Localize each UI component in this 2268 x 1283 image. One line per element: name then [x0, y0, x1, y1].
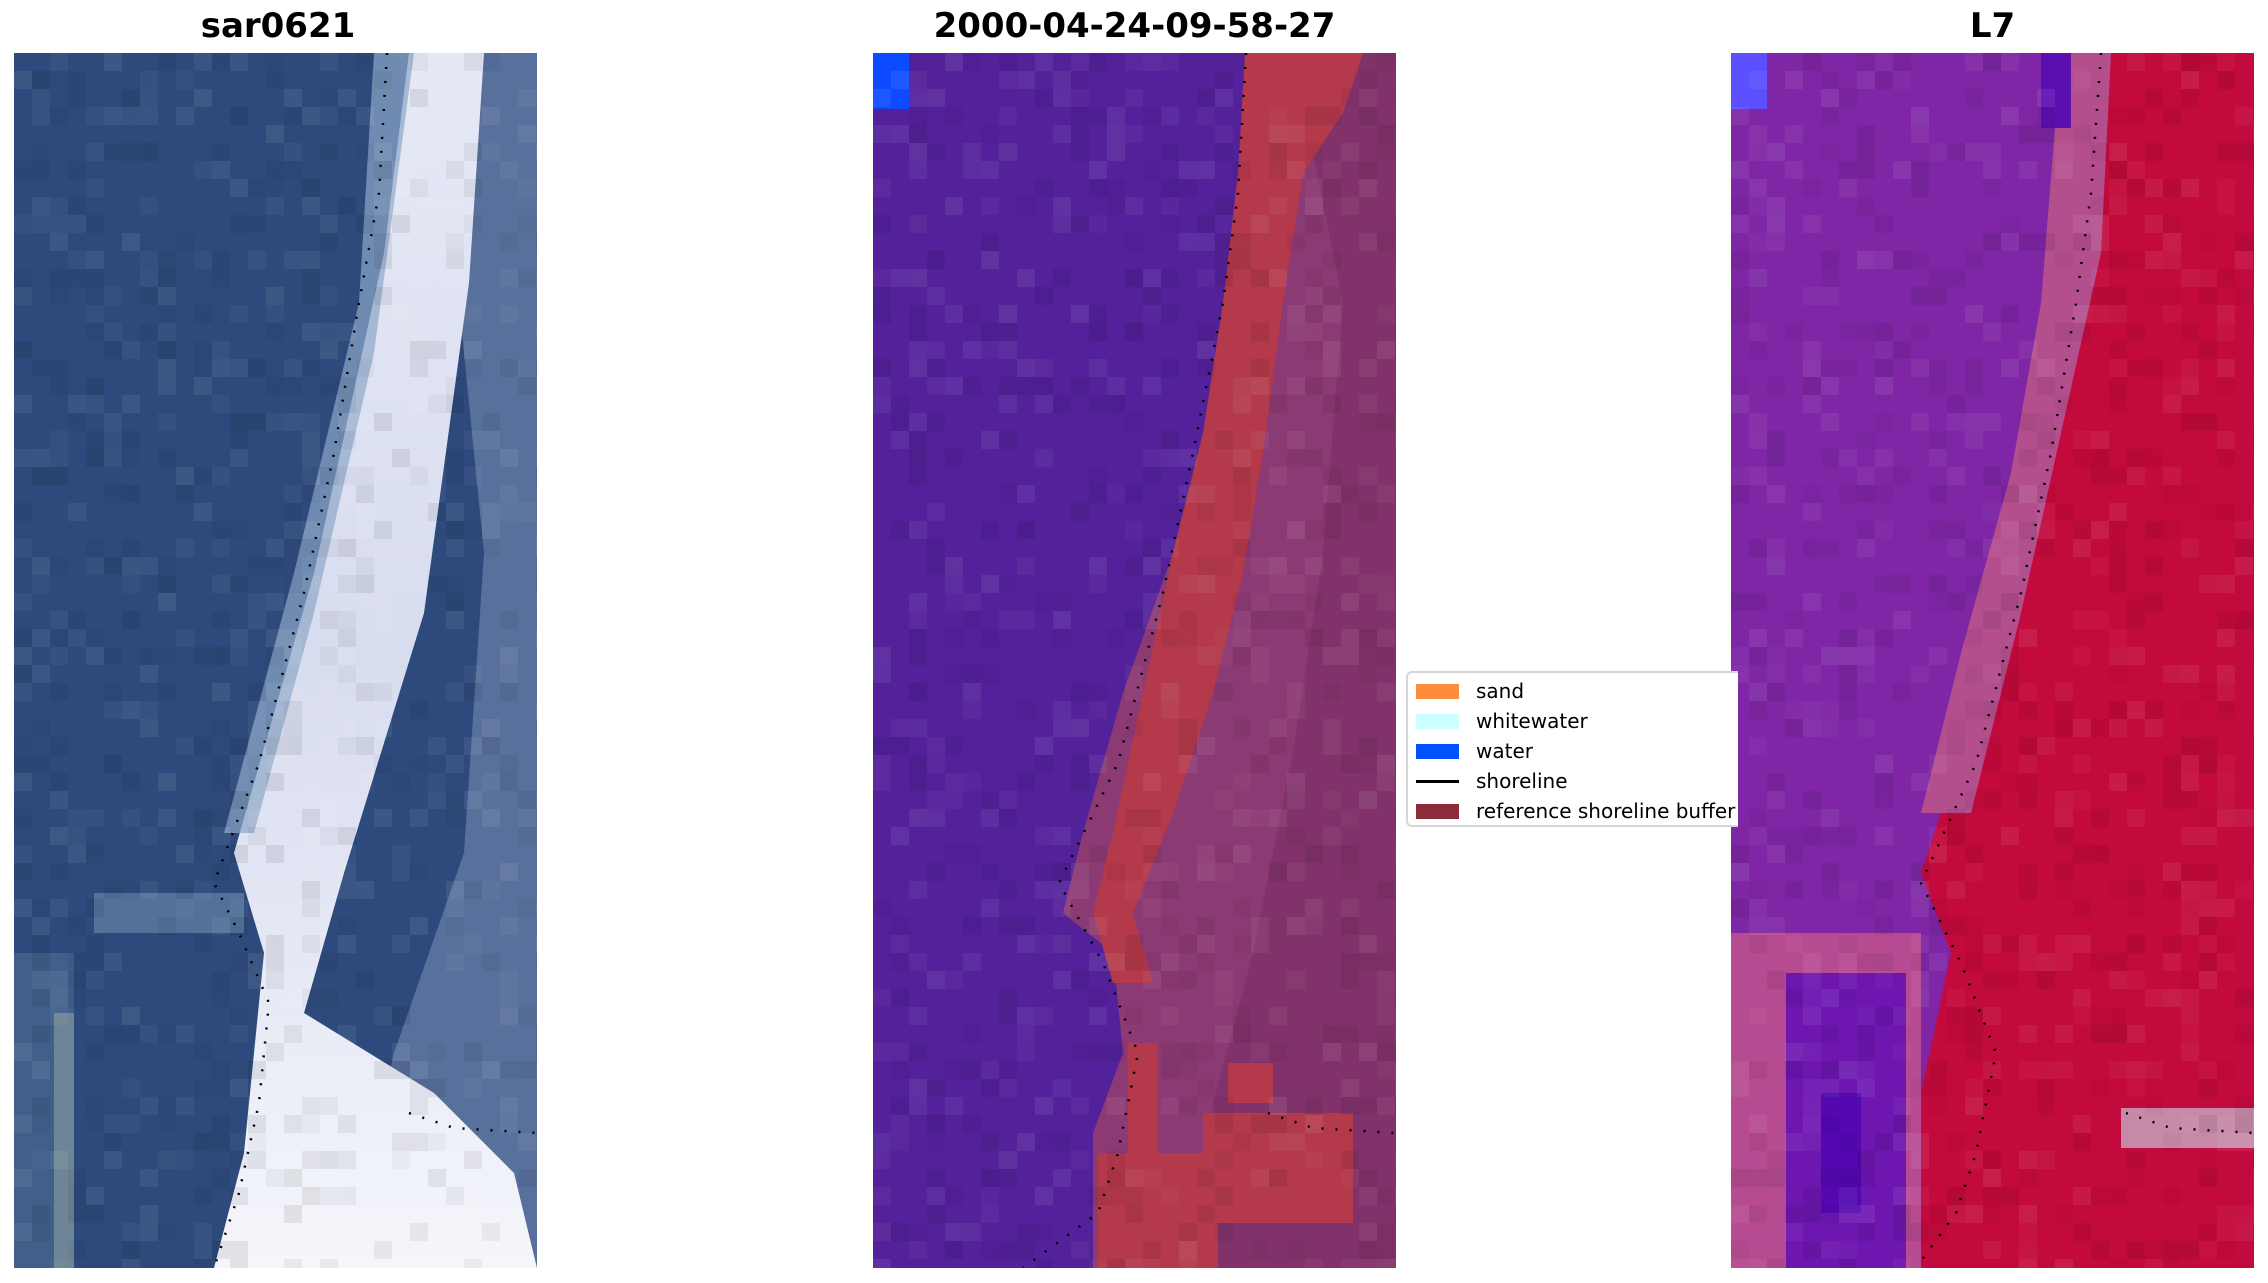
- index-image-panel: [1731, 53, 2254, 1268]
- panel-title-1: sar0621: [200, 6, 356, 46]
- classified-image-panel: [873, 53, 1396, 1268]
- legend-label: sand: [1476, 679, 1525, 703]
- reference-buffer-area: [1093, 53, 1363, 983]
- reference-buffer-swatch: [1416, 803, 1459, 819]
- rgb-image-panel: [14, 53, 537, 1268]
- panel-title-2: 2000-04-24-09-58-27: [933, 6, 1336, 46]
- pixel-texture: [14, 53, 537, 1268]
- sand-swatch: [1416, 683, 1459, 699]
- legend: sand whitewater water shoreline referenc…: [1406, 671, 1738, 827]
- whitewater-swatch: [1416, 713, 1459, 729]
- reference-shoreline-line: [1267, 1111, 1396, 1135]
- legend-item-water: water: [1416, 736, 1533, 766]
- legend-item-whitewater: whitewater: [1416, 706, 1588, 736]
- legend-item-sand: sand: [1416, 676, 1524, 706]
- legend-item-shoreline: shoreline: [1416, 766, 1568, 796]
- legend-item-reference-buffer: reference shoreline buffer: [1416, 796, 1736, 825]
- reference-shoreline-line: [408, 1111, 537, 1135]
- legend-label: shoreline: [1476, 769, 1568, 793]
- water-swatch: [1416, 743, 1459, 759]
- legend-label: water: [1476, 739, 1533, 763]
- legend-label: whitewater: [1476, 709, 1588, 733]
- shoreline-swatch: [1416, 779, 1459, 783]
- panel-title-3: L7: [1969, 6, 2016, 46]
- legend-label: reference shoreline buffer: [1476, 799, 1736, 823]
- reference-shoreline-line: [2125, 1111, 2254, 1135]
